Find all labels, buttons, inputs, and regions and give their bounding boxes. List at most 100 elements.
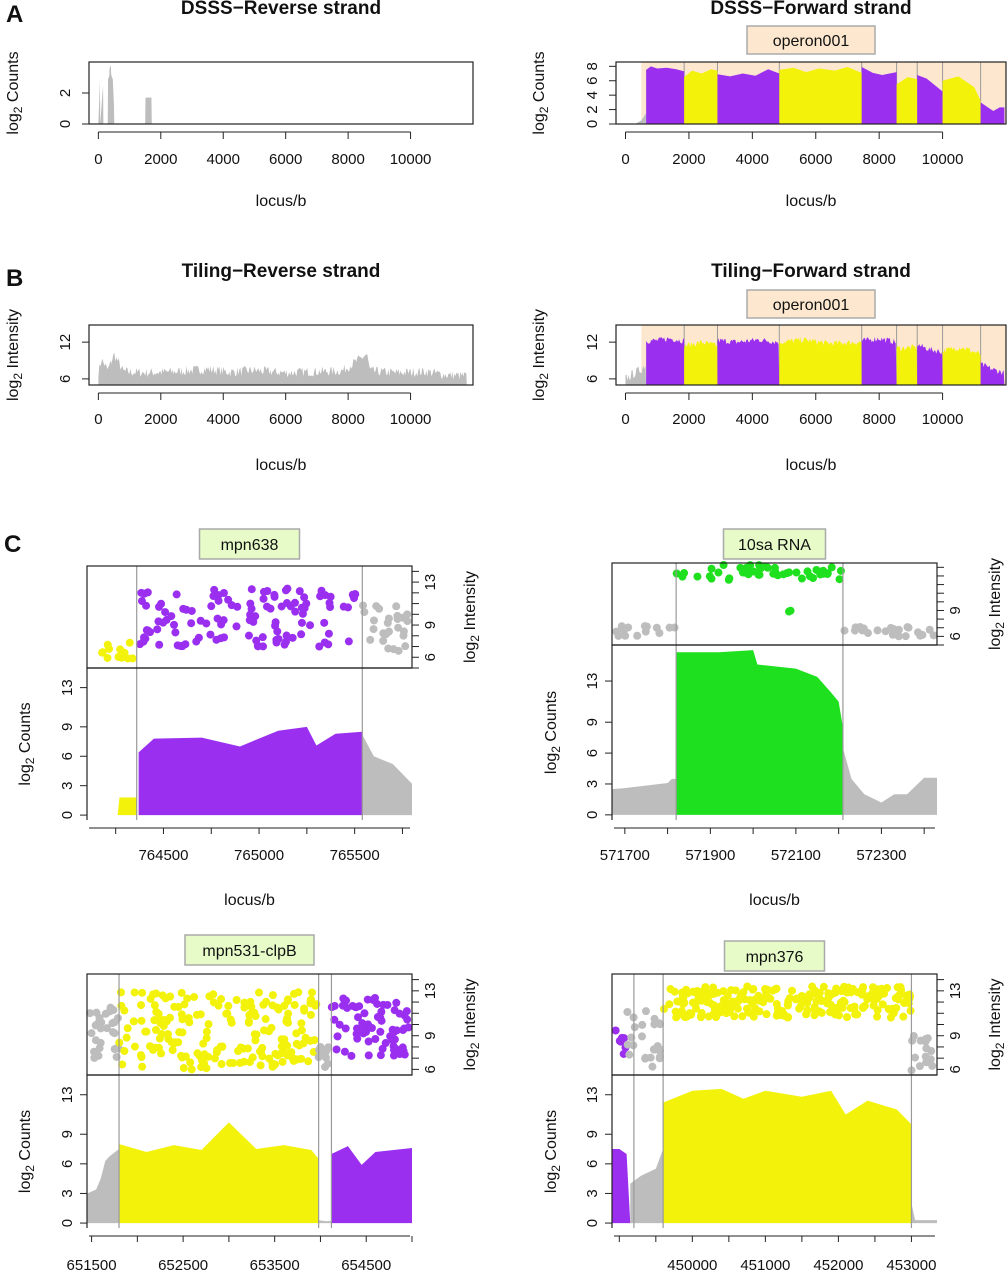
area-purple-5 (861, 67, 897, 124)
intensity-point-grey (366, 635, 375, 644)
chart-tiling-rev: Tiling−Reverse strand 6 12 0 2000 4000 6000 800… (5, 261, 474, 474)
counts-area-grey-2 (318, 1220, 332, 1224)
intensity-point-purple (341, 1024, 350, 1033)
intensity-point-grey (96, 1024, 105, 1033)
intensity-point-yellow (116, 988, 125, 997)
y-tick-label: 6 (584, 375, 601, 383)
intensity-point-green (827, 563, 836, 572)
intensity-point-yellow (254, 988, 263, 997)
area-grey-0 (625, 366, 647, 385)
intensity-point-yellow (310, 1036, 319, 1045)
intensity-point-yellow (177, 988, 186, 997)
intensity-point-yellow (251, 1012, 260, 1021)
y-tick-label: 6 (584, 749, 601, 757)
y-axis-label: log2 Counts (17, 702, 37, 785)
intensity-point-grey (929, 631, 938, 640)
counts-area-purple-0 (612, 1149, 631, 1224)
intensity-point-yellow (261, 1015, 270, 1024)
area-purple-3 (717, 337, 780, 385)
intensity-point-grey (625, 1050, 634, 1059)
intensity-point-purple (217, 620, 226, 629)
intensity-point-yellow (202, 1064, 211, 1073)
intensity-point-yellow (853, 1010, 862, 1019)
intensity-point-yellow (694, 990, 703, 999)
intensity-point-purple (330, 1015, 339, 1024)
intensity-point-purple (282, 631, 291, 640)
intensity-point-yellow (196, 1010, 205, 1019)
intensity-point-purple (355, 1002, 364, 1011)
intensity-point-purple (306, 621, 315, 630)
intensity-point-green (707, 564, 716, 573)
y-axis-label: log2 Intensity (531, 309, 551, 401)
intensity-point-purple (162, 615, 171, 624)
x-tick-label: 572100 (771, 847, 821, 864)
intensity-point-grey (653, 1042, 662, 1051)
intensity-point-yellow (763, 985, 772, 994)
x-tick-label: 572300 (856, 847, 906, 864)
intensity-point-grey (873, 626, 882, 635)
area-yellow-6 (896, 344, 918, 385)
intensity-point-purple (347, 1051, 356, 1060)
intensity-point-yellow (184, 1013, 193, 1022)
intensity-point-purple (207, 602, 216, 611)
intensity-point-purple (192, 637, 201, 646)
y-tick-label: 6 (59, 752, 76, 760)
intensity-point-purple (360, 1009, 369, 1018)
intensity-point-purple (143, 588, 152, 597)
y-tick-label: 0 (584, 1219, 601, 1227)
intensity-point-purple (282, 599, 291, 608)
intensity-point-yellow (278, 1035, 287, 1044)
intensity-point-yellow (297, 1019, 306, 1028)
y-tick-label: 2 (584, 105, 601, 113)
intensity-point-yellow (284, 1009, 293, 1018)
y-axis-label: log2 Intensity (462, 571, 482, 663)
area-grey-0 (625, 113, 647, 124)
intensity-point-yellow (138, 988, 147, 997)
intensity-point-grey (922, 1058, 931, 1067)
chart-mpn638: mpn638 6 9 13 log2 Intensity 0 3 6 9 13 log2 Count… (17, 528, 482, 909)
intensity-point-grey (914, 628, 923, 637)
area-yellow-2 (684, 69, 718, 124)
intensity-point-yellow (154, 1009, 163, 1018)
x-tick-label: 765000 (234, 847, 284, 864)
intensity-point-yellow (709, 1001, 718, 1010)
counts-area-purple-3 (331, 1146, 412, 1224)
y-tick-label-right: 9 (947, 606, 964, 614)
intensity-point-yellow (828, 989, 837, 998)
intensity-point-yellow (723, 991, 732, 1000)
counts-area-grey-0 (87, 1149, 120, 1224)
intensity-point-purple (173, 641, 182, 650)
intensity-point-yellow (224, 1001, 233, 1010)
intensity-point-yellow (251, 1036, 260, 1045)
y-tick-label: 13 (584, 1086, 601, 1103)
intensity-point-purple (615, 1036, 624, 1045)
intensity-point-purple (320, 638, 329, 647)
intensity-point-purple (300, 593, 309, 602)
intensity-point-yellow (178, 1028, 187, 1037)
y-tick-label: 2 (57, 89, 74, 97)
y-tick-label: 12 (584, 334, 601, 351)
intensity-point-purple (259, 642, 268, 651)
plot-frame (88, 324, 474, 386)
intensity-point-grey (360, 608, 369, 617)
intensity-point-purple (245, 616, 254, 625)
intensity-point-purple (181, 640, 190, 649)
x-tick-label: 6000 (799, 151, 832, 168)
intensity-point-yellow (670, 987, 679, 996)
intensity-point-yellow (150, 1001, 159, 1010)
intensity-point-green (792, 568, 801, 577)
intensity-point-yellow (840, 998, 849, 1007)
chart-dsss-rev: DSSS−Reverse strand 0 2 0 2000 4000 6000 8000 10… (5, 0, 474, 210)
intensity-point-green (705, 572, 714, 581)
intensity-point-yellow (146, 994, 155, 1003)
intensity-point-yellow (159, 1021, 168, 1030)
intensity-point-yellow (810, 1011, 819, 1020)
intensity-point-yellow (837, 987, 846, 996)
intensity-point-purple (259, 594, 268, 603)
intensity-point-yellow (120, 1046, 129, 1055)
area-yellow-8 (942, 76, 981, 124)
intensity-point-purple (377, 1007, 386, 1016)
intensity-point-grey (106, 1003, 115, 1012)
intensity-point-purple (324, 629, 333, 638)
intensity-point-yellow (297, 1026, 306, 1035)
